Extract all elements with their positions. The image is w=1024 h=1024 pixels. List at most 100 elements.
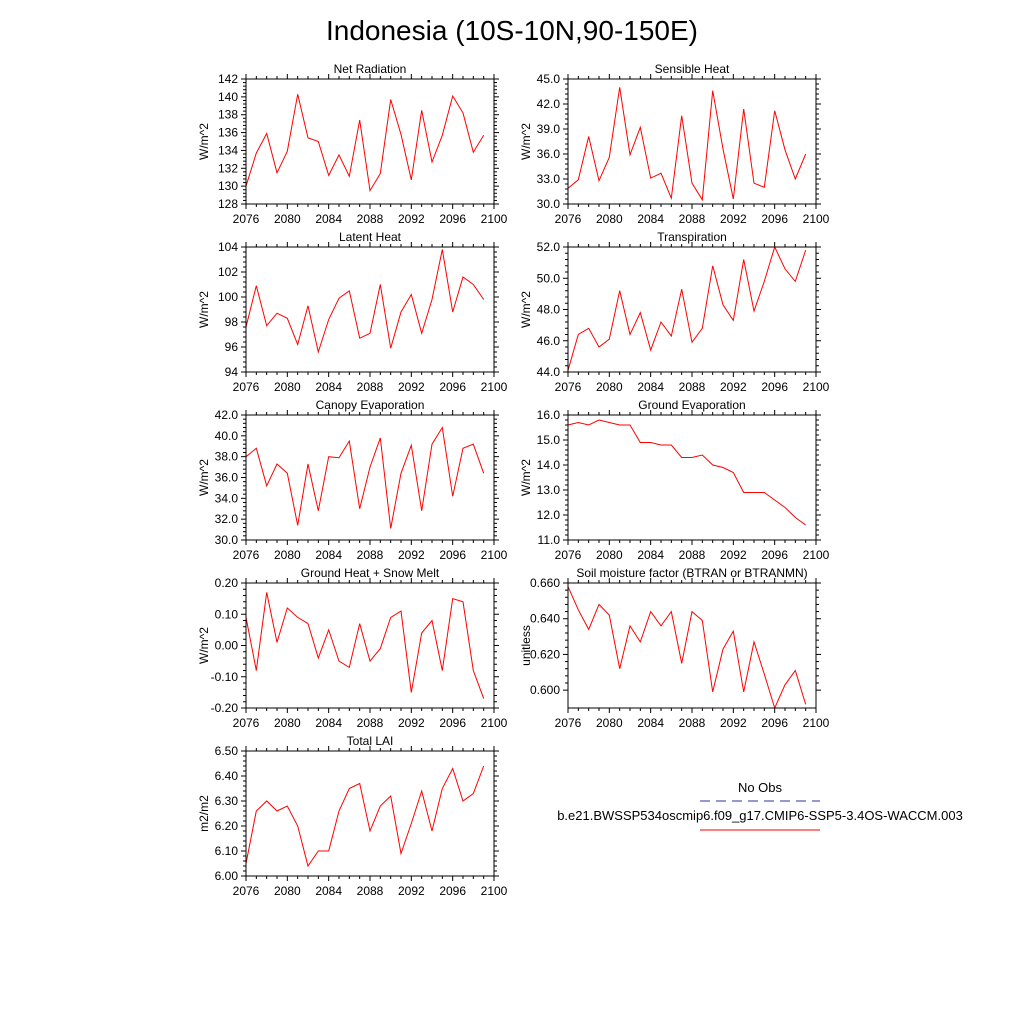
panel-title: Total LAI [347,734,394,748]
y-axis-label: W/m^2 [519,123,533,160]
y-axis-label: W/m^2 [519,291,533,328]
x-tick-label: 2092 [398,716,425,730]
x-tick-label: 2088 [357,548,384,562]
x-tick-label: 2084 [315,212,342,226]
y-tick-label: 52.0 [537,240,561,254]
y-tick-label: 142 [218,72,238,86]
series-line [567,419,806,526]
chart-panel-ground-heat-snow-melt: Ground Heat + Snow Melt W/m^2 -0.20 -0.10 0.… [197,566,508,730]
x-tick-label: 2088 [679,548,706,562]
series-line [245,592,485,699]
y-tick-label: 15.0 [537,433,561,447]
chart-panel-soil-moisture-factor-btran-or-btranmn: Soil moisture factor (BTRAN or BTRANMN) u… [519,566,830,730]
plot-frame [245,414,495,541]
x-tick-label: 2080 [274,212,301,226]
x-tick-label: 2080 [596,380,623,394]
chart-panel-net-radiation: Net Radiation W/m^2 128 130 132 134 136 138 140 1… [197,62,508,226]
x-tick-label: 2076 [233,884,260,898]
x-tick-label: 2084 [315,548,342,562]
x-tick-label: 2088 [357,380,384,394]
y-axis-label: W/m^2 [519,459,533,496]
legend: No Obs b.e21.BWSSP534oscmip6.f09_g17.CMI… [557,780,963,831]
x-tick-label: 2076 [555,380,582,394]
y-tick-label: 12.0 [537,508,561,522]
chart-panel-latent-heat: Latent Heat W/m^2 94 96 98 100 102 104 2076 2080 2… [197,230,508,394]
x-tick-label: 2076 [233,212,260,226]
series-line [567,245,807,371]
x-tick-label: 2084 [315,884,342,898]
y-tick-label: 6.30 [215,794,239,808]
plot-frame [567,582,817,709]
x-tick-label: 2092 [720,380,747,394]
y-tick-label: 39.0 [537,122,561,136]
y-tick-label: 0.640 [530,612,560,626]
x-tick-label: 2084 [315,380,342,394]
y-tick-label: 138 [218,108,238,122]
y-tick-label: 0.20 [215,576,239,590]
x-tick-label: 2100 [481,212,508,226]
y-tick-label: 6.50 [215,744,239,758]
y-tick-label: 6.10 [215,844,239,858]
y-axis-label: W/m^2 [197,627,211,664]
x-tick-label: 2080 [274,884,301,898]
legend-model-label: b.e21.BWSSP534oscmip6.f09_g17.CMIP6-SSP5… [557,808,963,823]
y-axis-label: W/m^2 [197,291,211,328]
x-tick-label: 2096 [761,716,788,730]
x-tick-label: 2076 [555,716,582,730]
x-tick-label: 2092 [398,380,425,394]
panels-container: Net Radiation W/m^2 128 130 132 134 136 138 140 1… [197,62,830,898]
plot-frame [245,246,495,373]
x-tick-label: 2088 [357,212,384,226]
y-axis-label: unitless [519,625,533,666]
plot-frame [567,78,817,205]
panel-title: Soil moisture factor (BTRAN or BTRANMN) [576,566,807,580]
legend-obs-label: No Obs [738,780,783,795]
panel-title: Net Radiation [334,62,407,76]
chart-panel-sensible-heat: Sensible Heat W/m^2 30.0 33.0 36.0 39.0 42.0 45… [519,62,830,226]
y-tick-label: 32.0 [215,512,239,526]
panel-title: Ground Heat + Snow Melt [301,566,440,580]
x-tick-label: 2076 [233,380,260,394]
x-tick-label: 2076 [233,548,260,562]
x-tick-label: 2076 [555,548,582,562]
x-tick-label: 2100 [481,548,508,562]
y-tick-label: 36.0 [537,147,561,161]
x-tick-label: 2088 [357,884,384,898]
x-tick-label: 2080 [274,716,301,730]
x-tick-label: 2092 [720,212,747,226]
chart-panel-canopy-evaporation: Canopy Evaporation W/m^2 30.0 32.0 34.0 36.0 3… [197,398,508,562]
y-tick-label: 50.0 [537,271,561,285]
plot-frame [245,750,495,877]
y-axis-label: m2/m2 [197,795,211,832]
y-tick-label: 94 [225,365,239,379]
x-tick-label: 2084 [315,716,342,730]
plot-frame [245,582,495,709]
x-tick-label: 2080 [596,212,623,226]
y-tick-label: 0.00 [215,639,239,653]
x-tick-label: 2100 [481,716,508,730]
x-tick-label: 2092 [720,548,747,562]
y-tick-label: 44.0 [537,365,561,379]
figure-title: Indonesia (10S-10N,90-150E) [326,15,698,46]
series-line [245,426,485,529]
y-tick-label: 98 [225,315,239,329]
x-tick-label: 2096 [439,716,466,730]
y-tick-label: 6.40 [215,769,239,783]
x-tick-label: 2084 [637,380,664,394]
x-tick-label: 2080 [596,716,623,730]
y-tick-label: 128 [218,197,238,211]
series-line [567,586,807,710]
x-tick-label: 2096 [439,548,466,562]
x-tick-label: 2084 [637,716,664,730]
y-tick-label: 45.0 [537,72,561,86]
panel-title: Ground Evaporation [638,398,745,412]
x-tick-label: 2084 [637,548,664,562]
y-tick-label: 16.0 [537,408,561,422]
x-tick-label: 2100 [481,884,508,898]
y-tick-label: 36.0 [215,471,239,485]
x-tick-label: 2096 [439,380,466,394]
y-tick-label: 0.600 [530,683,560,697]
x-tick-label: 2096 [761,548,788,562]
y-axis-label: W/m^2 [197,123,211,160]
